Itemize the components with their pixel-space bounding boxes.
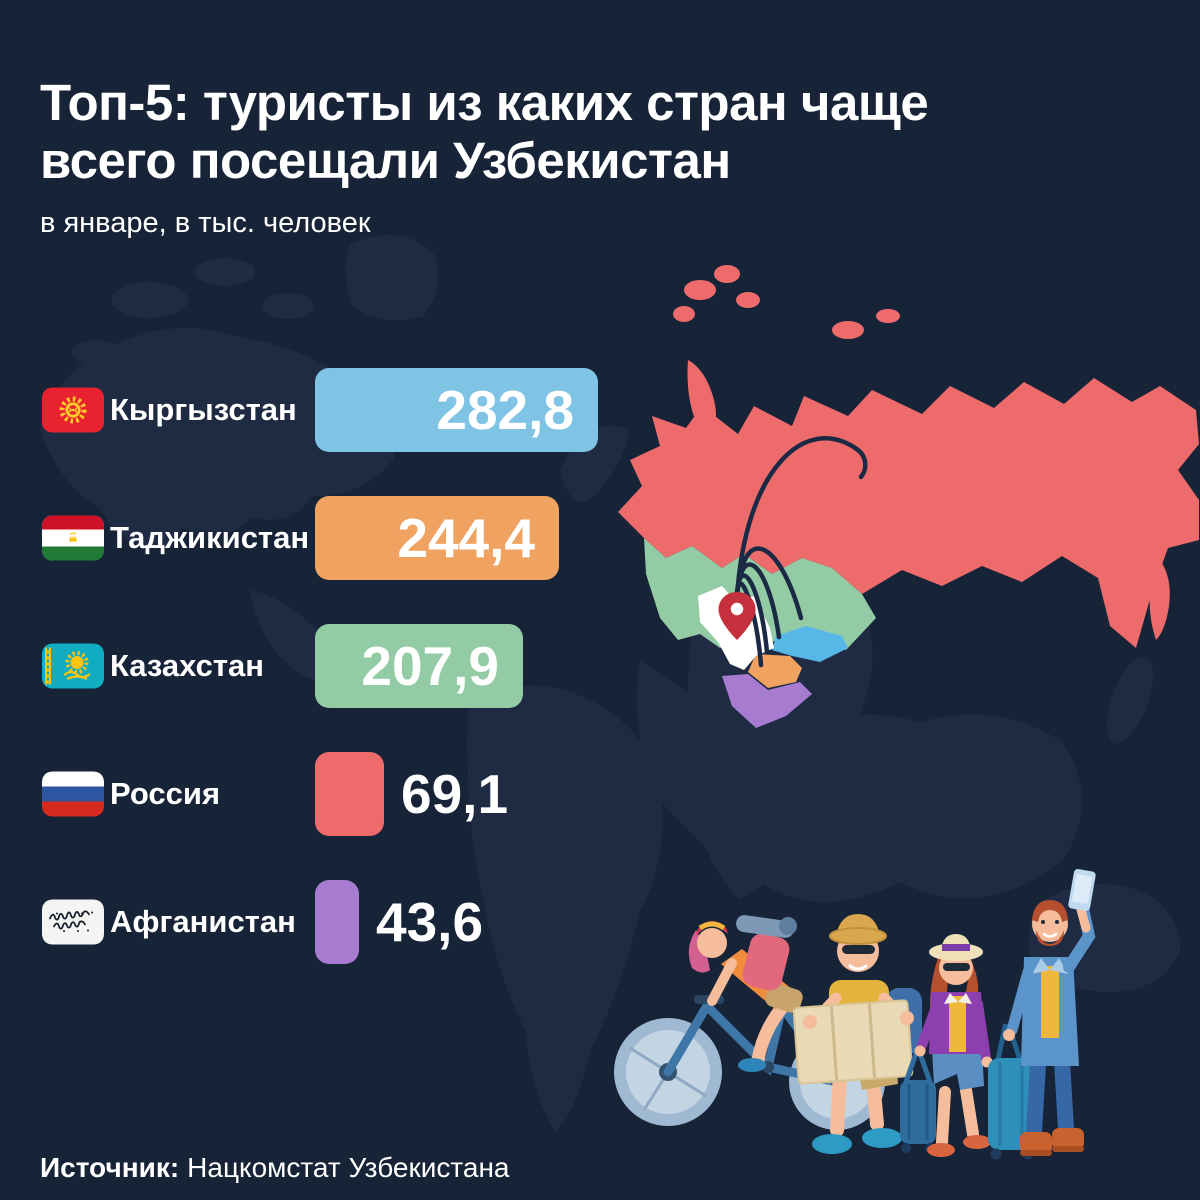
country-label: Таджикистан xyxy=(110,520,310,555)
value-label: 69,1 xyxy=(401,763,509,825)
country-label: Афганистан xyxy=(110,904,296,939)
value-label: 207,9 xyxy=(361,635,499,697)
teal-suitcase xyxy=(988,1023,1034,1160)
country-label: Казахстан xyxy=(110,648,265,683)
source-label: Источник: xyxy=(40,1152,180,1183)
map-region-uzbekistan xyxy=(698,586,774,670)
map-region-kyrgyzstan xyxy=(772,626,848,662)
travel-arcs xyxy=(734,436,868,668)
bar-russia: 69,1 xyxy=(315,752,508,836)
chart-subtitle: в январе, в тыс. человек xyxy=(40,207,371,239)
value-label: 244,4 xyxy=(397,507,535,569)
bar-kazakhstan: 207,9 xyxy=(315,624,523,708)
country-label: Кыргызстан xyxy=(110,392,297,427)
bar-tajikistan: 244,4 xyxy=(315,496,559,580)
bar-row-kazakhstan: Казахстан 207,9 xyxy=(40,624,680,708)
value-label: 282,8 xyxy=(436,379,574,441)
map-region-russia xyxy=(618,265,1199,648)
bar-row-tajikistan: Таджикистан 244,4 xyxy=(40,496,680,580)
selfie-man xyxy=(988,869,1096,1160)
flag-russia-icon xyxy=(42,771,104,817)
source-value: Нацкомстат Узбекистана xyxy=(187,1152,510,1183)
country-label: Россия xyxy=(110,776,221,811)
bar-kyrgyzstan: 282,8 xyxy=(315,368,598,452)
map-region-afghanistan xyxy=(722,674,812,728)
title-line-1: Топ-5: туристы из каких стран чаще xyxy=(40,74,929,132)
woman-tourist xyxy=(914,934,993,1157)
flag-tajikistan-icon xyxy=(42,515,104,561)
flag-kazakhstan-icon xyxy=(42,643,104,689)
location-pin-icon xyxy=(718,592,756,640)
flag-kyrgyzstan-icon xyxy=(42,387,104,433)
map-boy xyxy=(792,914,922,1154)
map-region-tajikistan xyxy=(748,654,802,688)
page-title: Топ-5: туристы из каких стран чаще всего … xyxy=(40,74,1080,190)
bar-chart: Кыргызстан 282,8 xyxy=(40,368,680,1008)
trolley-suitcase xyxy=(900,1045,936,1153)
title-line-2: всего посещали Узбекистан xyxy=(40,132,731,190)
value-label: 43,6 xyxy=(376,891,484,953)
bar-afghanistan: 43,6 xyxy=(315,880,483,964)
bar-row-russia: Россия 69,1 xyxy=(40,752,680,836)
source-line: Источник: Нацкомстат Узбекистана xyxy=(40,1152,510,1184)
flag-afghanistan-icon xyxy=(42,899,104,945)
bar-row-kyrgyzstan: Кыргызстан 282,8 xyxy=(40,368,680,452)
bar-row-afghanistan: Афганистан 43,6 xyxy=(40,880,680,964)
